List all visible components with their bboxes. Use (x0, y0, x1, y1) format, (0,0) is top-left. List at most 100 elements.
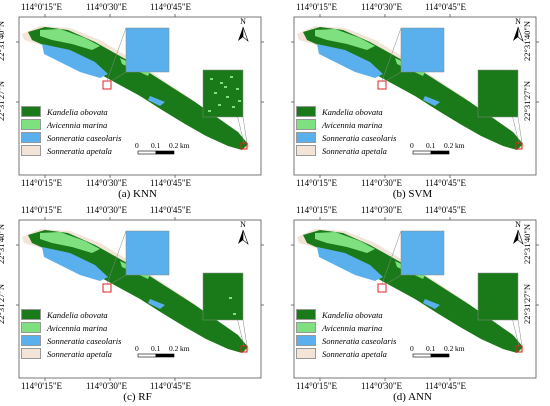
lon-label-top: 114°0'45"E (425, 205, 467, 215)
north-label: N (240, 17, 246, 26)
legend-label: Kandelia obovata (322, 309, 383, 320)
scale-label: 0 (135, 141, 139, 150)
north-arrow-icon (238, 26, 249, 42)
lon-label-bottom: 114°0'30"E (361, 178, 403, 188)
legend-item: Avicennia marina (296, 321, 396, 334)
legend: Kandelia obovata Avicennia marina Sonnerat… (21, 105, 121, 157)
inset-speckle (232, 106, 235, 108)
inset-kandelia (477, 69, 519, 118)
lat-label: 22°31'27"N (522, 283, 533, 325)
frame-ticks (16, 217, 264, 381)
legend: Kandelia obovata Avicennia marina Sonnerat… (296, 105, 396, 157)
avicennia-marina-area (315, 232, 375, 253)
zoom-line (517, 319, 523, 347)
lon-label-bottom: 114°0'45"E (425, 381, 467, 391)
legend-item: Sonneratia caseolaris (21, 131, 121, 144)
zoom-line (381, 27, 402, 82)
inset-speckle (236, 88, 239, 90)
lon-label-top: 114°0'30"E (361, 2, 403, 12)
scale-label: 0.2 (444, 141, 454, 150)
scale-bar (412, 353, 450, 358)
lon-label-bottom: 114°0'15"E (21, 178, 63, 188)
scale-label: 0 (410, 141, 414, 150)
scale-bar (137, 353, 175, 358)
legend-swatch (21, 348, 41, 359)
legend-label: Kandelia obovata (47, 106, 108, 117)
inset-kandelia (477, 272, 519, 321)
inset-speckle (230, 76, 233, 78)
lon-label-top: 114°0'15"E (296, 2, 338, 12)
map-panel-2: 114°0'15"E 114°0'30"E 114°0'45"E 114°0'1… (275, 0, 550, 203)
legend-item: Sonneratia apetala (296, 144, 396, 157)
north-label: N (240, 220, 246, 229)
legend-item: Avicennia marina (21, 118, 121, 131)
lon-label-top: 114°0'15"E (21, 2, 63, 12)
scale-label: 0.2 (169, 344, 179, 353)
north-arrow-icon (513, 26, 524, 42)
map-graphic (291, 217, 539, 381)
legend-swatch (21, 145, 41, 156)
inset-caseolaris (125, 230, 170, 276)
map-graphic (291, 14, 539, 178)
inset-speckle (233, 313, 236, 315)
lon-label-top: 114°0'30"E (86, 205, 128, 215)
inset-speckle (226, 96, 229, 98)
lon-label-top: 114°0'30"E (86, 2, 128, 12)
lon-label-bottom: 114°0'15"E (21, 381, 63, 391)
map-graphic (16, 14, 264, 178)
legend-item: Sonneratia caseolaris (21, 334, 121, 347)
inset-kandelia (202, 69, 244, 118)
legend-label: Kandelia obovata (47, 309, 108, 320)
sonneratia-caseolaris-area (423, 299, 440, 309)
lon-label-bottom: 114°0'30"E (86, 178, 128, 188)
zoom-line (381, 230, 402, 285)
lat-label: 22°31'27"N (522, 80, 533, 122)
legend-label: Avicennia marina (47, 322, 108, 333)
inset-speckle (210, 78, 213, 80)
lat-label: 22°31'27"N (0, 283, 7, 325)
legend-label: Sonneratia apetala (322, 348, 387, 359)
lat-label: 22°31'40"N (522, 20, 533, 62)
scale-label: km (180, 344, 190, 353)
legend-item: Sonneratia caseolaris (296, 334, 396, 347)
sonneratia-caseolaris-area (423, 96, 440, 106)
inset-kandelia (202, 272, 244, 321)
legend-swatch (296, 309, 316, 320)
lon-label-bottom: 114°0'15"E (296, 381, 338, 391)
panel-caption: (a) KNN (118, 188, 157, 200)
zoom-line (110, 71, 127, 82)
legend-swatch (296, 119, 316, 130)
legend-label: Avicennia marina (47, 119, 108, 130)
lon-label-bottom: 114°0'15"E (296, 178, 338, 188)
legend-swatch (21, 309, 41, 320)
legend-swatch (21, 106, 41, 117)
inset-speckle (224, 86, 227, 88)
legend-swatch (21, 322, 41, 333)
map-panel-1: 114°0'15"E 114°0'30"E 114°0'45"E 114°0'1… (0, 0, 275, 203)
legend-label: Avicennia marina (322, 119, 383, 130)
zoom-line (385, 274, 402, 285)
map-graphic (16, 217, 264, 381)
panel-caption: (b) SVM (392, 188, 433, 200)
legend-label: Sonneratia apetala (47, 348, 112, 359)
inset-caseolaris (400, 27, 445, 73)
scale-label: 0.1 (151, 141, 161, 150)
lat-label: 22°31'40"N (0, 223, 7, 265)
scale-label: km (180, 141, 190, 150)
avicennia-marina-area (40, 232, 100, 253)
map-panel-4: 114°0'15"E 114°0'30"E 114°0'45"E 114°0'1… (275, 203, 550, 406)
zoom-line (517, 116, 523, 144)
legend-item: Sonneratia apetala (296, 347, 396, 360)
lon-label-top: 114°0'15"E (21, 205, 63, 215)
scale-label: 0 (410, 344, 414, 353)
inset-speckle (220, 82, 223, 84)
sonneratia-caseolaris-area (42, 44, 108, 78)
legend-label: Kandelia obovata (322, 106, 383, 117)
lon-label-top: 114°0'45"E (150, 205, 192, 215)
sonneratia-caseolaris-area (148, 96, 165, 106)
lon-label-top: 114°0'15"E (296, 205, 338, 215)
inset-speckles (208, 76, 241, 112)
frame-ticks (291, 217, 539, 381)
legend-item: Kandelia obovata (296, 105, 396, 118)
legend-swatch (296, 348, 316, 359)
